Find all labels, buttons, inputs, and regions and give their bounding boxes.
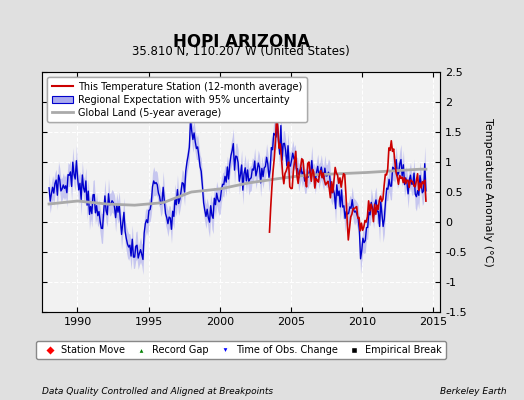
Legend: This Temperature Station (12-month average), Regional Expectation with 95% uncer: This Temperature Station (12-month avera… (47, 77, 307, 122)
Text: Berkeley Earth: Berkeley Earth (440, 387, 507, 396)
Y-axis label: Temperature Anomaly (°C): Temperature Anomaly (°C) (483, 118, 493, 266)
Text: 35.810 N, 110.207 W (United States): 35.810 N, 110.207 W (United States) (132, 46, 350, 58)
Text: Data Quality Controlled and Aligned at Breakpoints: Data Quality Controlled and Aligned at B… (42, 387, 273, 396)
Text: HOPI ARIZONA: HOPI ARIZONA (172, 33, 310, 51)
Legend: Station Move, Record Gap, Time of Obs. Change, Empirical Break: Station Move, Record Gap, Time of Obs. C… (36, 341, 446, 359)
